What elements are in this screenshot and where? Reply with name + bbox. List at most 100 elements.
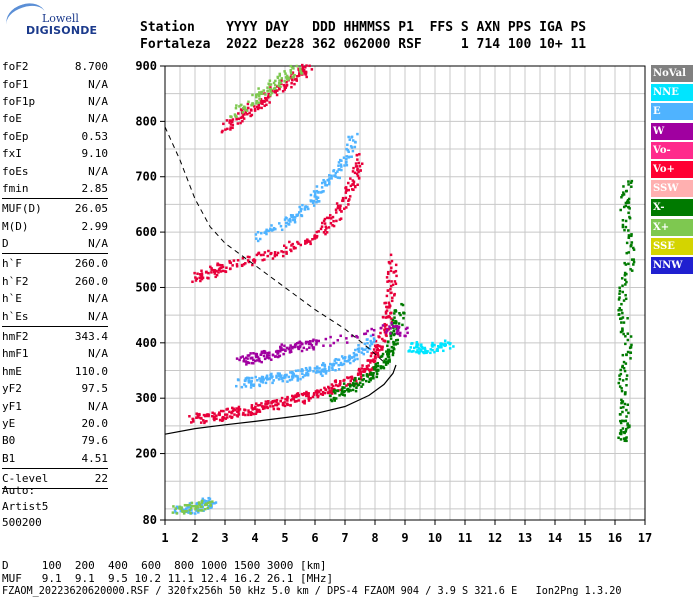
echo-point-low_trace xyxy=(174,511,177,514)
echo-point-second_hop xyxy=(315,230,319,234)
echo-point-w_cloud xyxy=(396,326,400,329)
echo-point-w_cloud xyxy=(315,339,318,342)
echo-point-second_hop xyxy=(199,274,203,277)
echo-point-right_strip xyxy=(632,248,636,251)
param-row: MUF(D) 26.05 xyxy=(2,200,108,217)
echo-point-o_trace xyxy=(359,375,363,378)
echo-point-x_trace xyxy=(387,348,391,352)
echo-point-e_cloud xyxy=(330,363,334,366)
echo-point-o_trace xyxy=(275,400,278,404)
echo-point-o_trace xyxy=(323,391,327,395)
param-name: hmE xyxy=(2,364,22,378)
echo-point-second_hop xyxy=(352,182,355,186)
echo-point-right_strip xyxy=(632,263,635,266)
echo-point-e_cloud xyxy=(354,348,357,352)
echo-point-right_strip xyxy=(624,430,628,433)
echo-point-second_hop xyxy=(322,219,326,223)
echo-point-second_hop_e xyxy=(298,205,301,209)
param-name: yE xyxy=(2,417,16,430)
echo-point-e_cloud xyxy=(322,368,325,371)
param-row: D N/A xyxy=(2,235,108,252)
echo-point-third_hop_g xyxy=(255,102,258,105)
echo-point-second_hop_e xyxy=(325,184,329,187)
echo-point-o_trace xyxy=(307,397,310,400)
echo-point-x_trace xyxy=(348,385,352,388)
echo-point-x_trace xyxy=(355,386,358,390)
echo-point-o_trace xyxy=(237,407,240,411)
echo-point-low_trace xyxy=(186,505,190,508)
echo-point-o_trace xyxy=(363,370,366,373)
echo-point-w_cloud xyxy=(280,346,283,349)
echo-point-o_trace xyxy=(373,359,376,363)
echo-point-o_trace xyxy=(276,407,280,410)
echo-point-o_trace xyxy=(386,306,389,309)
echo-point-low_trace xyxy=(205,499,208,503)
echo-point-o_trace xyxy=(312,393,316,396)
echo-point-o_trace xyxy=(205,414,209,418)
echo-point-o_trace xyxy=(377,355,380,359)
echo-point-e_cloud xyxy=(360,347,364,350)
echo-point-o_trace xyxy=(188,415,191,418)
echo-point-second_hop_e xyxy=(307,207,310,211)
echo-point-third_hop_g xyxy=(279,81,282,85)
echo-point-o_trace xyxy=(273,399,277,403)
echo-point-o_trace xyxy=(353,376,357,380)
echo-point-x_trace xyxy=(361,378,364,382)
echo-point-x_trace xyxy=(353,379,356,382)
echo-point-x_trace xyxy=(393,341,396,344)
echo-point-o_trace xyxy=(267,400,270,403)
echo-point-second_hop_e xyxy=(339,163,343,166)
echo-point-second_hop xyxy=(357,177,361,180)
echo-point-e_cloud xyxy=(352,359,355,363)
echo-point-x_trace xyxy=(365,374,369,377)
echo-point-x_trace xyxy=(373,367,377,371)
echo-point-x_trace xyxy=(377,369,380,372)
param-row: yE 20.0 xyxy=(2,415,108,432)
echo-point-second_hop xyxy=(345,189,348,193)
echo-point-second_hop xyxy=(198,273,202,276)
echo-point-e_cloud xyxy=(356,357,359,361)
echo-point-x_trace xyxy=(347,389,351,393)
echo-point-o_trace xyxy=(225,408,228,411)
digisonde-logo: Lowell DIGISONDE xyxy=(0,0,100,50)
echo-point-x_trace xyxy=(393,316,396,319)
echo-point-x_trace xyxy=(387,359,390,362)
echo-point-low_trace_g xyxy=(200,505,203,508)
echo-point-x_trace xyxy=(371,373,375,377)
echo-point-second_hop_e xyxy=(270,229,274,232)
echo-point-o_trace xyxy=(357,367,361,371)
echo-point-nne_cloud xyxy=(415,342,419,346)
echo-point-third_hop xyxy=(280,79,283,82)
echo-point-w_cloud xyxy=(263,357,267,361)
echo-point-nne_cloud xyxy=(448,347,452,350)
echo-point-o_trace xyxy=(350,377,353,380)
echo-point-w_cloud xyxy=(297,346,300,350)
echo-point-o_trace xyxy=(255,402,258,405)
echo-point-third_hop xyxy=(249,108,253,111)
echo-point-w_cloud xyxy=(268,356,271,360)
echo-point-o_trace xyxy=(369,368,373,371)
echo-point-second_hop_e xyxy=(315,201,318,204)
echo-point-o_trace xyxy=(270,402,273,405)
echo-point-second_hop xyxy=(335,202,339,205)
echo-point-right_strip xyxy=(621,311,624,315)
echo-point-w_cloud xyxy=(298,345,302,349)
echo-point-w_cloud xyxy=(392,325,396,328)
echo-point-o_trace xyxy=(387,301,391,305)
echo-point-o_trace xyxy=(385,305,388,309)
echo-point-e_cloud xyxy=(357,349,360,353)
echo-point-x_trace xyxy=(386,361,390,365)
echo-point-e_cloud xyxy=(334,369,337,372)
echo-point-low_trace xyxy=(187,504,191,508)
echo-point-low_trace xyxy=(189,504,193,508)
echo-point-nne_cloud xyxy=(410,350,413,353)
echo-point-right_strip xyxy=(632,246,635,250)
echo-point-right_strip xyxy=(619,432,623,436)
echo-point-x_trace xyxy=(395,327,398,330)
echo-point-third_hop_g xyxy=(244,108,247,112)
echo-point-x_trace xyxy=(373,368,376,371)
echo-point-second_hop xyxy=(257,252,260,255)
echo-point-second_hop xyxy=(332,224,336,228)
echo-point-second_hop_e xyxy=(338,176,341,180)
echo-point-o_trace xyxy=(228,415,232,418)
